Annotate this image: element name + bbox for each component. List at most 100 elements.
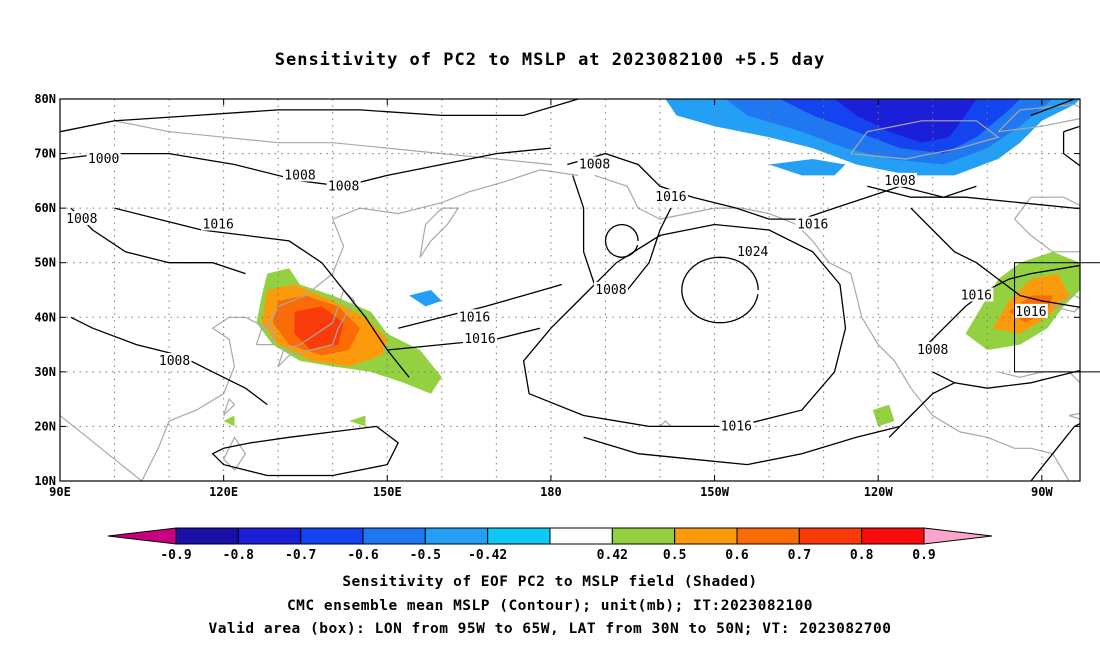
contour-label: 1008 bbox=[595, 283, 626, 298]
map-frame bbox=[59, 98, 1081, 482]
lon-tick-label: 150E bbox=[373, 485, 402, 499]
colorbar-swatch bbox=[487, 527, 551, 545]
contour-label-bg bbox=[653, 189, 688, 204]
contour-label-bg bbox=[577, 156, 612, 171]
colorbar-swatch bbox=[175, 527, 239, 545]
lon-tick-label: 120E bbox=[209, 485, 238, 499]
colorbar-swatch bbox=[424, 527, 489, 545]
colorbar-label: -0.42 bbox=[468, 548, 507, 563]
colorbar-swatch bbox=[362, 527, 426, 545]
shade-arctic-darkest bbox=[834, 99, 977, 143]
contour-label: 1000 bbox=[1092, 141, 1100, 156]
coastline-segment bbox=[60, 169, 579, 481]
lon-tick-label: 180 bbox=[540, 485, 562, 499]
mslp-contour bbox=[910, 207, 1080, 308]
valid-box-rect bbox=[1014, 262, 1100, 373]
sensitivity-shading bbox=[223, 99, 1100, 427]
colorbar: -0.9 -0.8 -0.7 -0.6 -0.5 -0.42 0.42 0.5 0.6 0.7 0.… bbox=[107, 527, 993, 563]
lat-tick-label: 40N bbox=[34, 310, 56, 324]
colorbar-label: -0.9 bbox=[160, 548, 191, 563]
coastline-segment bbox=[998, 371, 1080, 384]
contour-label-bg bbox=[201, 216, 236, 231]
coastline-segment bbox=[419, 207, 460, 258]
shade-pacific-blue bbox=[409, 290, 442, 307]
contour-label: 1008 bbox=[328, 179, 359, 194]
mslp-contour bbox=[1062, 125, 1080, 167]
colorbar-end-high bbox=[923, 527, 993, 545]
mslp-contour bbox=[398, 283, 562, 329]
lat-tick-label: 30N bbox=[34, 365, 56, 379]
contour-label: 1008 bbox=[159, 354, 190, 369]
colorbar-swatch bbox=[674, 527, 738, 545]
caption-valid-area: Valid area (box): LON from 95W to 65W, L… bbox=[208, 621, 892, 637]
lon-tick-label: 120W bbox=[864, 485, 894, 499]
mslp-contour bbox=[932, 369, 1080, 389]
contour-label-bg bbox=[719, 418, 754, 433]
contour-label: 1008 bbox=[884, 174, 915, 189]
lon-tick-label: 90W bbox=[1031, 485, 1053, 499]
mslp-contour bbox=[114, 207, 410, 378]
mslp-contour bbox=[60, 147, 551, 187]
colorbar-label: 0.9 bbox=[912, 548, 935, 563]
lon-tick-label: 90E bbox=[49, 485, 71, 499]
contour-label: 1008 bbox=[579, 157, 610, 172]
colorbar-label: 0.42 bbox=[597, 548, 628, 563]
contour-label: 1008 bbox=[917, 343, 948, 358]
lat-tick-label: 70N bbox=[34, 147, 56, 161]
shade-mexico bbox=[872, 404, 895, 427]
contour-label: 1016 bbox=[1015, 305, 1046, 320]
colorbar-label: -0.7 bbox=[285, 548, 316, 563]
mslp-contour bbox=[522, 223, 847, 428]
lat-tick-label: 10N bbox=[34, 474, 56, 488]
caption-shaded: Sensitivity of EOF PC2 to MSLP field (Sh… bbox=[342, 574, 758, 590]
contour-label: 1016 bbox=[797, 218, 828, 233]
lat-tick-label: 60N bbox=[34, 201, 56, 215]
coastline-segment bbox=[255, 327, 274, 346]
contour-label: 1016 bbox=[721, 419, 752, 434]
colorbar-label: -0.8 bbox=[223, 548, 254, 563]
contour-label-bg bbox=[593, 282, 628, 296]
contour-label-bg bbox=[64, 211, 99, 226]
coastline-segment bbox=[60, 120, 551, 166]
shade-pac-speck bbox=[349, 415, 366, 427]
contour-label: 1016 bbox=[464, 332, 495, 347]
coastlines bbox=[60, 103, 1080, 481]
contour-label: 1016 bbox=[203, 218, 234, 233]
shade-phil-speck bbox=[223, 415, 235, 427]
coastline-segment bbox=[594, 174, 1070, 481]
coastline-segment bbox=[659, 420, 672, 427]
colorbar-label: -0.5 bbox=[410, 548, 441, 563]
colorbar-swatch bbox=[237, 527, 302, 545]
contour-label-bg bbox=[326, 178, 361, 193]
mslp-contour bbox=[921, 264, 1080, 351]
contour-label-bg bbox=[1013, 303, 1048, 318]
lat-tick-label: 80N bbox=[34, 92, 56, 106]
coastline-segment bbox=[850, 120, 1000, 160]
contour-label-bg bbox=[795, 216, 830, 231]
contour-label: 1024 bbox=[737, 245, 768, 260]
colorbar-end-low bbox=[107, 527, 177, 545]
contour-label-bg bbox=[463, 331, 497, 346]
contour-labels: 1000 1008 1008 1008 1016 1016 1016 1008 1008 1016… bbox=[64, 141, 1100, 434]
colorbar-swatch bbox=[736, 527, 800, 545]
map-axes: 90E 120E 150E 180 150W 120W 90W 10N 20N 30N 40N 50N… bbox=[34, 92, 1080, 499]
colorbar-swatch bbox=[798, 527, 863, 545]
mslp-contour bbox=[1030, 99, 1075, 117]
contour-label-bg bbox=[735, 243, 770, 258]
shade-eastcoast-light bbox=[1086, 263, 1100, 378]
valid-area-box bbox=[1014, 262, 1100, 373]
colorbar-label: 0.5 bbox=[663, 548, 686, 563]
colorbar-swatch bbox=[611, 527, 676, 545]
coastline-segment bbox=[1052, 294, 1080, 313]
lat-tick-label: 20N bbox=[34, 419, 56, 433]
contour-label: 1000 bbox=[88, 152, 119, 167]
mslp-contour bbox=[1030, 422, 1080, 481]
coastline-segment bbox=[223, 397, 236, 416]
contour-label: 1016 bbox=[459, 310, 490, 325]
map-title: Sensitivity of PC2 to MSLP at 2023082100… bbox=[274, 50, 826, 70]
contour-label-bg bbox=[959, 287, 994, 302]
shade-japan-red bbox=[294, 306, 344, 350]
mslp-contour bbox=[70, 207, 246, 275]
colorbar-label: -0.6 bbox=[347, 548, 378, 563]
